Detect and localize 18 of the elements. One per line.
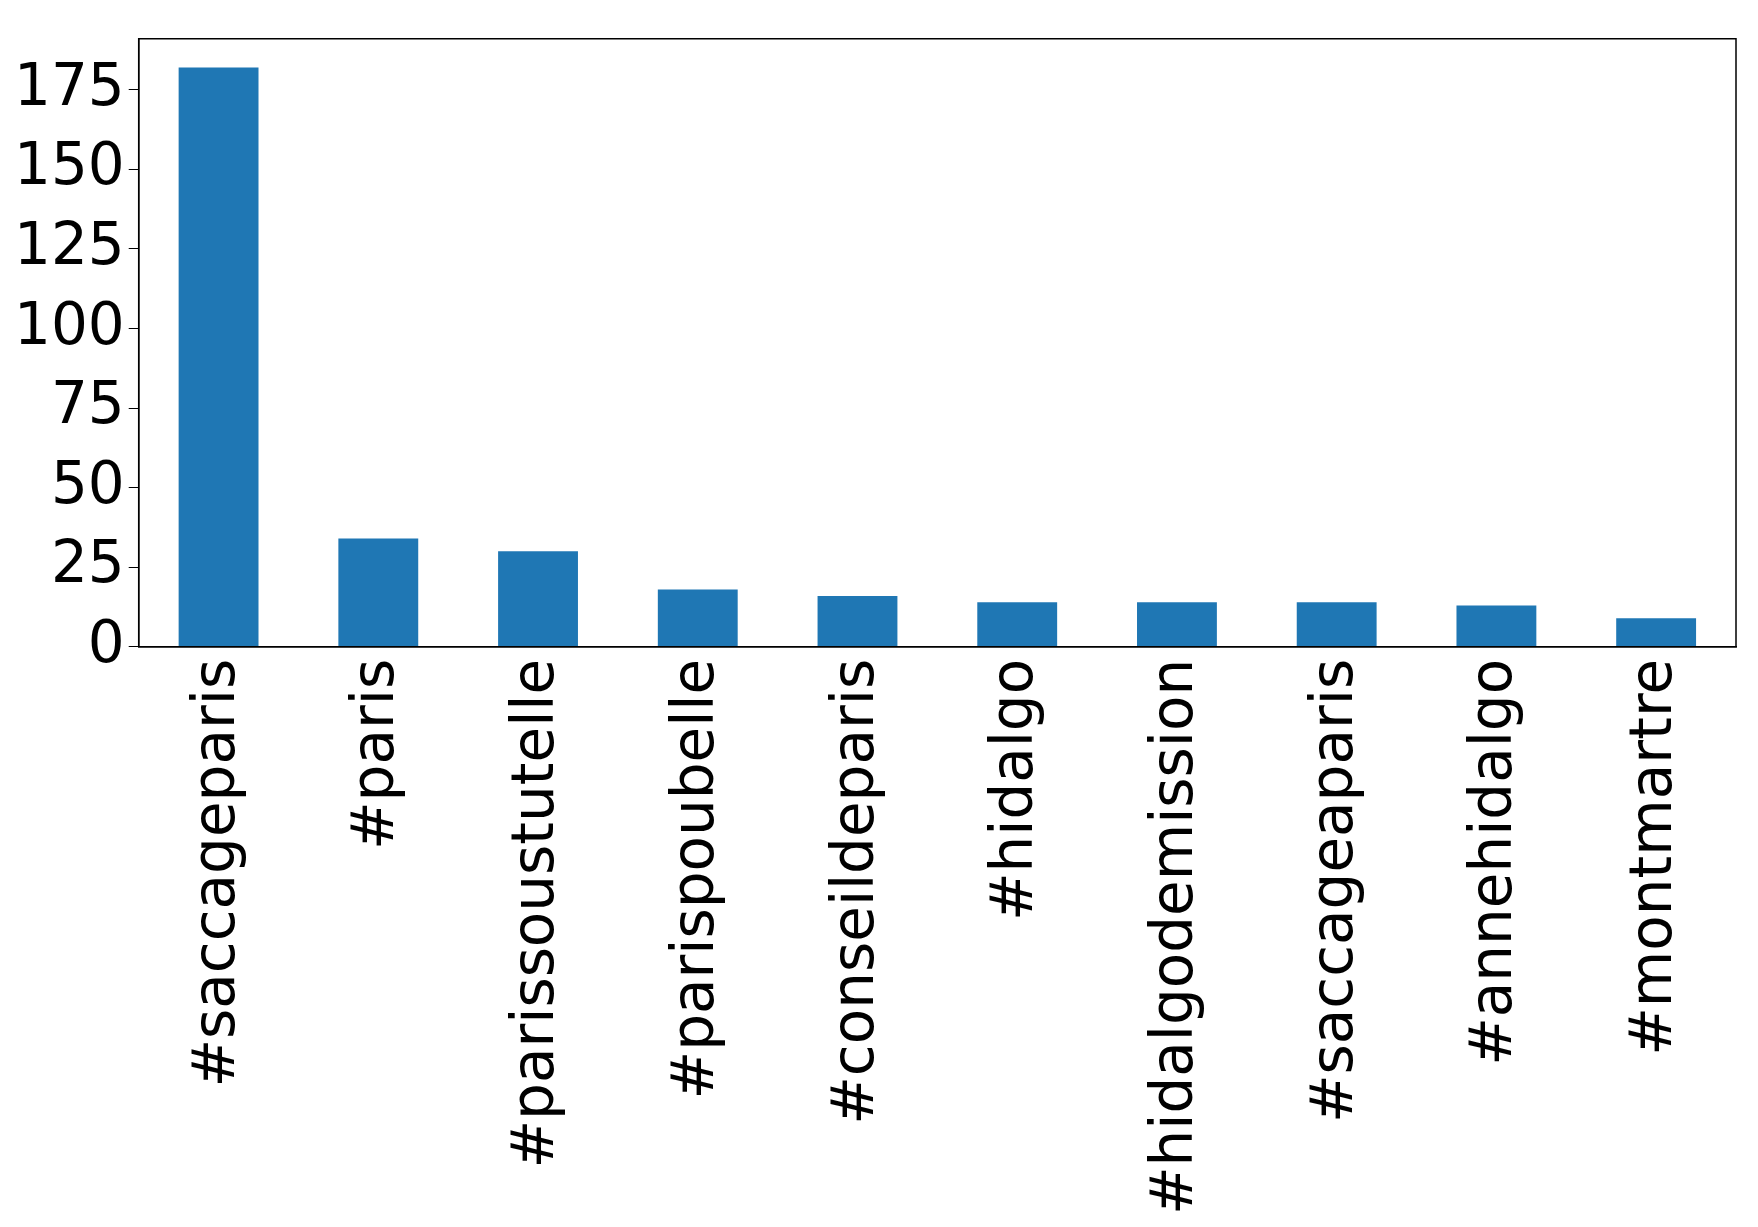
x-tick-label: #saccageaparis — [1297, 658, 1366, 1124]
y-tick-label: 150 — [13, 130, 125, 199]
y-tick-label: 0 — [87, 607, 125, 676]
y-tick-label: 125 — [13, 209, 125, 278]
x-tick-label: #annehidalgo — [1457, 658, 1526, 1066]
y-tick-label: 75 — [50, 369, 125, 438]
x-tick-label: #hidalgo — [978, 658, 1047, 922]
y-tick-label: 100 — [13, 289, 125, 358]
y-tick-label: 175 — [13, 50, 125, 119]
x-tick-label: #paris — [339, 658, 408, 850]
x-tick-label: #hidalgodemission — [1138, 658, 1207, 1215]
x-tick-label: #parissoustutelle — [499, 658, 568, 1169]
x-tick-label: #parispoubelle — [658, 658, 727, 1100]
x-tick-label: #saccageparis — [179, 658, 248, 1088]
x-tick-label: #montmartre — [1617, 658, 1686, 1056]
x-tick-label: #conseildeparis — [818, 658, 887, 1125]
y-tick-label: 50 — [50, 448, 125, 517]
y-tick-label: 25 — [50, 528, 125, 597]
